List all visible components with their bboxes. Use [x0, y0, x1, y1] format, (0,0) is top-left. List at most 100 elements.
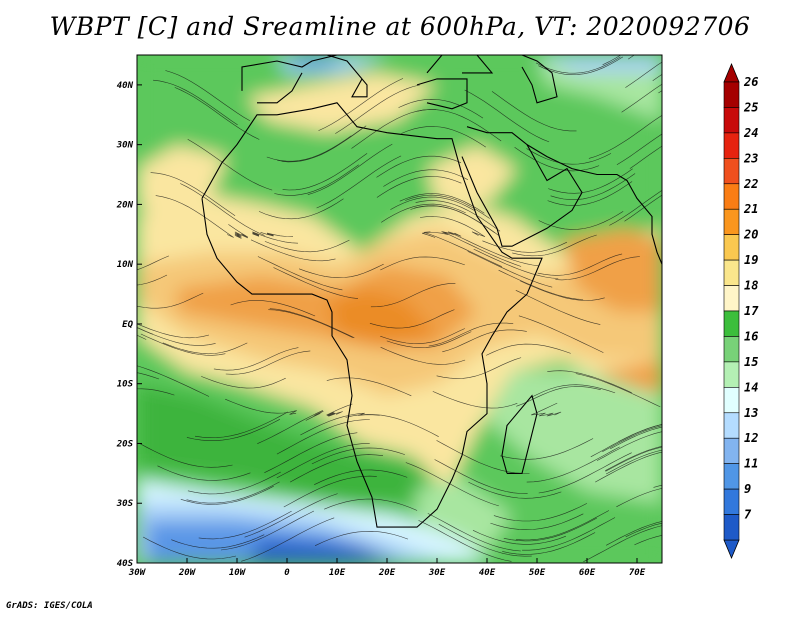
- streamline: [186, 481, 280, 504]
- streamline: [186, 419, 281, 442]
- streamline: [473, 248, 559, 279]
- streamline: [588, 114, 662, 159]
- streamline: [625, 61, 662, 88]
- streamline: [538, 211, 624, 230]
- streamline: [137, 255, 170, 271]
- lat-tick-label: 10S: [117, 380, 134, 390]
- streamline: [274, 164, 359, 196]
- streamline: [370, 283, 456, 308]
- streamline: [174, 87, 260, 140]
- streamline: [514, 147, 600, 172]
- streamline: [550, 173, 636, 200]
- streamline: [535, 56, 621, 74]
- streamline: [137, 327, 153, 335]
- colorbar-swatch: [723, 285, 740, 312]
- colorbar-swatch: [723, 361, 740, 388]
- streamline: [610, 426, 662, 450]
- colorbar-label: 13: [744, 406, 758, 420]
- streamline: [137, 274, 168, 286]
- streamline: [491, 91, 577, 132]
- streamline: [155, 195, 234, 238]
- streamline: [616, 133, 662, 166]
- streamline: [153, 79, 238, 126]
- streamline: [405, 194, 490, 219]
- colorbar-label: 23: [743, 151, 758, 165]
- streamline: [137, 388, 175, 396]
- streamline: [157, 465, 251, 481]
- colorbar-swatch: [723, 437, 740, 464]
- streamline: [165, 70, 251, 122]
- colorbar-label: 11: [744, 457, 758, 471]
- streamline: [503, 517, 597, 542]
- streamline: [464, 89, 550, 143]
- streamline: [500, 438, 594, 460]
- streamline: [522, 517, 616, 551]
- lat-tick-label: 30N: [116, 141, 134, 151]
- colorbar-bottom-arrow: [723, 539, 740, 560]
- streamline: [198, 510, 292, 540]
- streamline: [502, 532, 596, 555]
- coastline: [201, 102, 543, 528]
- streamline: [427, 513, 521, 552]
- streamline: [180, 485, 274, 505]
- streamline: [162, 342, 248, 355]
- wbpt-shaded-field: [137, 55, 662, 563]
- streamline: [324, 498, 418, 511]
- streamline: [605, 449, 662, 475]
- streamline: [595, 451, 662, 483]
- colorbar-label: 16: [744, 329, 758, 343]
- streamline: [526, 148, 612, 165]
- streamline: [241, 517, 335, 562]
- streamline: [316, 155, 402, 209]
- streamline: [548, 168, 633, 194]
- streamline: [419, 216, 486, 237]
- streamline: [383, 169, 469, 187]
- streamline: [305, 410, 324, 421]
- streamline: [137, 365, 210, 397]
- streamline: [289, 454, 384, 483]
- streamline: [380, 256, 465, 271]
- streamline: [606, 521, 662, 546]
- streamline: [530, 384, 616, 398]
- streamline: [436, 357, 522, 379]
- streamline: [171, 534, 265, 549]
- lat-tick-label: 20N: [116, 200, 134, 210]
- streamline: [250, 239, 336, 262]
- streamline: [547, 181, 633, 206]
- streamline: [307, 143, 393, 195]
- field-region: [137, 55, 662, 193]
- streamline: [137, 334, 147, 340]
- streamline: [401, 126, 486, 148]
- streamline: [137, 323, 210, 339]
- streamline: [486, 343, 571, 356]
- colorbar-top-arrow: [723, 62, 740, 83]
- streamline: [326, 403, 353, 417]
- field-region: [247, 72, 437, 133]
- streamline: [583, 525, 662, 562]
- streamline: [230, 300, 316, 317]
- map-area: [137, 55, 662, 563]
- streamline: [434, 459, 528, 494]
- streamline: [264, 432, 358, 473]
- field-region: [427, 144, 517, 205]
- colorbar-swatch: [723, 81, 740, 108]
- streamline: [624, 194, 662, 222]
- colorbar-label: 17: [744, 304, 759, 318]
- field-region: [327, 288, 437, 348]
- colorbar-label: 7: [744, 508, 752, 522]
- streamline: [616, 488, 662, 508]
- streamline: [538, 56, 624, 76]
- streamline: [326, 377, 412, 397]
- colorbar-swatch: [723, 310, 740, 337]
- streamline: [300, 412, 380, 436]
- colorbar-swatch: [723, 463, 740, 490]
- streamline: [415, 200, 501, 232]
- colorbar-label: 15: [744, 355, 758, 369]
- streamline: [490, 513, 584, 531]
- map-frame: [136, 54, 663, 564]
- coastline: [416, 78, 468, 110]
- streamline: [625, 522, 662, 538]
- streamline: [634, 534, 662, 546]
- field-region: [287, 55, 347, 67]
- lon-tick-label: 40E: [479, 568, 496, 578]
